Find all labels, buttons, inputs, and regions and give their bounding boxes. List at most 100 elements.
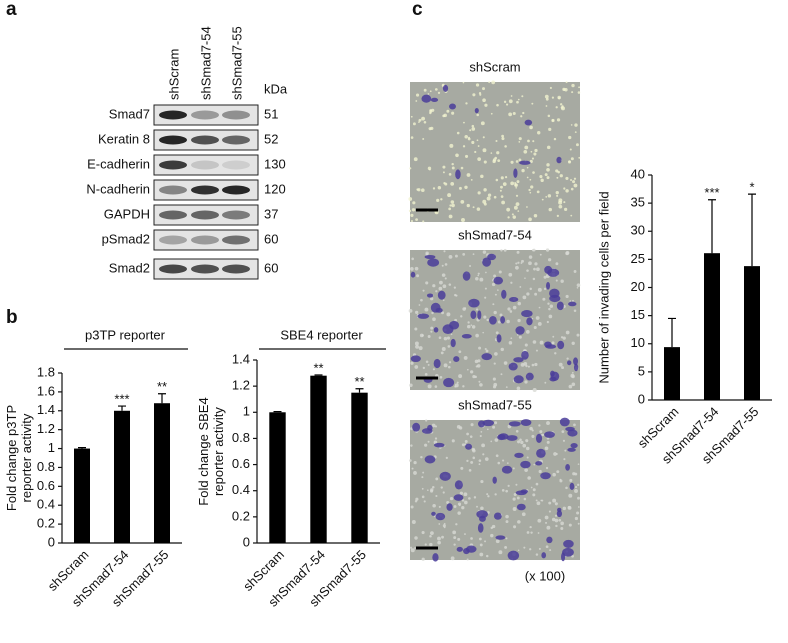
texture xyxy=(549,549,552,552)
texture xyxy=(513,492,517,497)
texture xyxy=(442,524,446,528)
texture xyxy=(558,362,563,367)
band xyxy=(222,110,250,120)
texture xyxy=(437,91,441,95)
texture xyxy=(563,201,566,204)
texture xyxy=(503,100,507,104)
texture xyxy=(494,352,498,356)
texture xyxy=(514,183,518,187)
cell xyxy=(500,316,506,324)
texture xyxy=(532,277,536,281)
cell xyxy=(508,362,518,371)
texture xyxy=(493,362,496,365)
cell xyxy=(477,310,482,320)
texture xyxy=(561,430,565,434)
texture xyxy=(478,91,482,95)
texture xyxy=(571,554,574,558)
texture xyxy=(578,86,581,89)
texture xyxy=(414,266,419,271)
cell xyxy=(465,443,473,450)
texture xyxy=(545,545,549,549)
texture xyxy=(530,150,533,153)
texture xyxy=(565,251,569,256)
texture xyxy=(410,136,414,139)
texture xyxy=(510,337,513,340)
texture xyxy=(521,512,526,517)
texture xyxy=(477,157,482,161)
texture xyxy=(555,524,558,528)
texture xyxy=(504,545,508,549)
texture xyxy=(445,456,448,460)
texture xyxy=(453,536,457,540)
texture xyxy=(453,505,457,508)
y-axis-label: reporter activity xyxy=(211,407,226,496)
texture xyxy=(546,145,551,150)
cell xyxy=(433,358,441,369)
texture xyxy=(527,365,530,368)
texture xyxy=(476,364,481,368)
texture xyxy=(516,180,520,184)
cell xyxy=(520,419,532,427)
texture xyxy=(552,498,557,503)
texture xyxy=(541,198,544,201)
cell xyxy=(570,442,578,449)
texture xyxy=(538,469,542,474)
texture xyxy=(529,178,532,181)
texture xyxy=(537,518,542,523)
texture xyxy=(565,294,569,299)
texture xyxy=(559,174,563,178)
texture xyxy=(484,347,487,351)
texture xyxy=(424,372,428,376)
texture xyxy=(491,524,496,529)
texture xyxy=(570,178,573,181)
texture xyxy=(532,340,537,344)
y-tick-label: 1.4 xyxy=(232,351,250,366)
texture xyxy=(553,137,557,141)
texture xyxy=(577,522,580,525)
texture xyxy=(531,363,535,367)
cell xyxy=(559,417,570,427)
cell xyxy=(453,494,464,501)
texture xyxy=(454,385,457,388)
texture xyxy=(529,125,533,130)
texture xyxy=(510,95,513,97)
texture xyxy=(518,335,522,339)
texture xyxy=(425,281,429,285)
texture xyxy=(434,385,438,388)
texture xyxy=(527,139,530,143)
texture xyxy=(434,88,438,91)
texture xyxy=(538,306,541,309)
cell xyxy=(561,552,566,562)
texture xyxy=(526,206,528,208)
texture xyxy=(495,139,498,143)
texture xyxy=(551,517,556,522)
texture xyxy=(568,384,573,389)
texture xyxy=(411,520,416,524)
texture xyxy=(427,335,431,338)
texture xyxy=(558,518,562,522)
texture xyxy=(460,217,465,222)
texture xyxy=(517,520,521,524)
texture xyxy=(516,100,519,104)
texture xyxy=(483,188,487,192)
texture xyxy=(451,439,455,443)
texture xyxy=(466,203,470,208)
texture xyxy=(527,476,531,480)
texture xyxy=(448,173,452,176)
texture xyxy=(544,446,549,451)
texture xyxy=(520,262,523,264)
texture xyxy=(476,505,478,508)
texture xyxy=(573,309,577,312)
texture xyxy=(501,200,506,205)
texture xyxy=(512,305,517,310)
texture xyxy=(526,166,529,169)
micrograph xyxy=(408,248,581,392)
micrograph-label: shSmad7-55 xyxy=(458,397,532,412)
texture xyxy=(548,307,551,311)
texture xyxy=(576,283,581,287)
texture xyxy=(523,149,528,154)
texture xyxy=(449,204,452,207)
texture xyxy=(512,507,517,511)
